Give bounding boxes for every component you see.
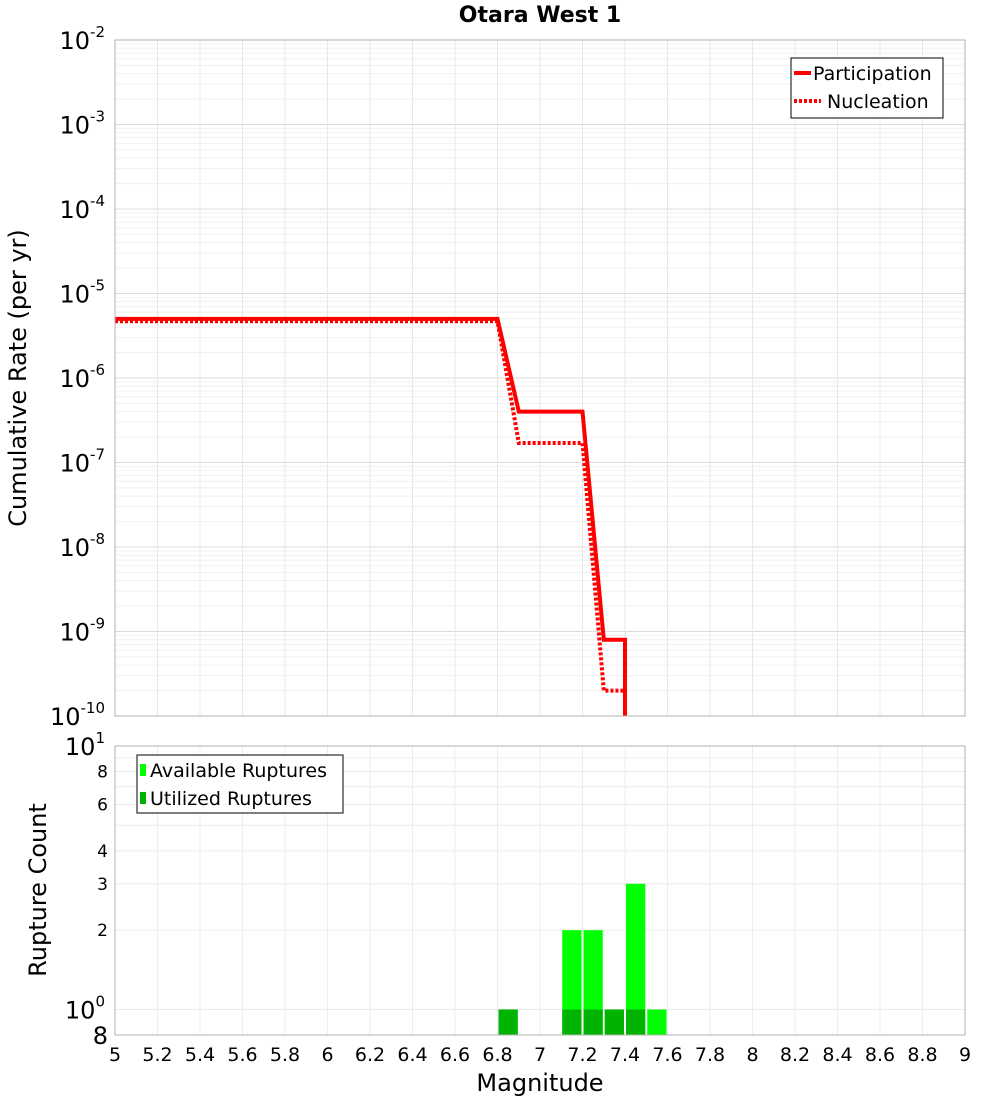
available-rupture-bar	[647, 1009, 667, 1035]
utilized-rupture-bar	[498, 1009, 518, 1035]
x-tick-label: 5.2	[142, 1044, 172, 1066]
nucleation-line	[115, 319, 627, 716]
x-tick-label: 6.4	[397, 1044, 427, 1066]
count-y-tick-label: 6	[97, 795, 108, 815]
count-y-tick-label: 3	[97, 875, 108, 895]
rate-y-tick-label: 10-6	[59, 361, 105, 393]
rate-y-tick-label: 10-9	[59, 615, 105, 647]
count-y-tick-label: 101	[65, 729, 105, 761]
x-axis-ticks: 5 5.2 5.4 5.6 5.8 6 6.2 6.4 6.6 6.8 7 7.2 7.4 7.6 7.8 8…	[109, 1044, 971, 1066]
x-tick-label: 5.6	[227, 1044, 257, 1066]
utilized-rupture-bar	[626, 1009, 646, 1035]
participation-line	[115, 316, 627, 716]
count-legend: Available Ruptures Utilized Ruptures	[136, 754, 344, 814]
rate-y-tick-label: 10-8	[59, 530, 105, 562]
count-y-tick-label: 8	[93, 1022, 108, 1050]
rate-plot-frame	[114, 39, 966, 717]
available-rupture-bar	[562, 930, 582, 1035]
count-plot-frame	[114, 745, 966, 1036]
utilized-rupture-bar	[562, 1009, 582, 1035]
x-tick-label: 7	[534, 1044, 546, 1066]
rate-y-tick-label: 10-2	[59, 23, 105, 55]
count-bars-group	[498, 883, 667, 1035]
x-tick-label: 8.4	[822, 1044, 852, 1066]
x-axis-title: Magnitude	[476, 1069, 603, 1097]
count-y-tick-label: 4	[97, 842, 108, 862]
x-tick-label: 6.6	[440, 1044, 470, 1066]
x-tick-label: 5.8	[270, 1044, 300, 1066]
x-tick-label: 7.8	[695, 1044, 725, 1066]
rate-y-tick-label: 10-5	[59, 277, 105, 309]
x-tick-label: 5.4	[185, 1044, 215, 1066]
x-tick-label: 8.6	[865, 1044, 895, 1066]
available-rupture-bar	[626, 883, 646, 1035]
x-tick-label: 8.8	[907, 1044, 937, 1066]
rate-y-tick-label: 10-10	[50, 699, 105, 731]
x-tick-label: 8	[746, 1044, 758, 1066]
x-tick-label: 7.2	[567, 1044, 597, 1066]
chart-title: Otara West 1	[459, 3, 621, 28]
x-tick-label: 6.8	[482, 1044, 512, 1066]
x-tick-label: 5	[109, 1044, 121, 1066]
rate-series-group	[115, 316, 627, 716]
count-y-tick-label: 100	[65, 992, 105, 1024]
legend-utilized-label: Utilized Ruptures	[150, 788, 312, 810]
count-y-tick-label: 2	[97, 921, 108, 941]
legend-nucleation-label: Nucleation	[827, 91, 929, 113]
rate-y-tick-label: 10-4	[59, 192, 105, 224]
utilized-rupture-bar	[583, 1009, 603, 1035]
rate-legend-box	[790, 57, 944, 119]
legend-available-swatch	[140, 764, 146, 776]
rate-y-ticks: 10-2 10-3 10-4 10-5 10-6 10-7 10-8 10-9 10-10	[50, 23, 105, 731]
count-legend-box	[136, 754, 344, 814]
x-tick-label: 7.6	[652, 1044, 682, 1066]
rate-y-axis-title: Cumulative Rate (per yr)	[4, 229, 32, 527]
x-tick-label: 8.2	[780, 1044, 810, 1066]
x-tick-label: 6.2	[355, 1044, 385, 1066]
legend-utilized-swatch	[140, 792, 146, 804]
legend-participation-label: Participation	[813, 63, 932, 85]
x-tick-label: 7.4	[610, 1044, 640, 1066]
rate-gridlines	[114, 39, 966, 717]
x-tick-label: 6	[321, 1044, 333, 1066]
rate-legend: Participation Nucleation	[790, 57, 944, 119]
count-y-tick-label: 8	[97, 763, 108, 783]
rate-y-tick-label: 10-3	[59, 108, 105, 140]
x-tick-label: 9	[959, 1044, 971, 1066]
count-y-axis-title: Rupture Count	[24, 803, 52, 977]
utilized-rupture-bar	[604, 1009, 624, 1035]
legend-available-label: Available Ruptures	[150, 760, 327, 782]
available-rupture-bar	[583, 930, 603, 1035]
rate-panel: 10-2 10-3 10-4 10-5 10-6 10-7 10-8 10-9 10-10 Cu…	[4, 23, 966, 731]
rate-y-tick-label: 10-7	[59, 446, 105, 478]
